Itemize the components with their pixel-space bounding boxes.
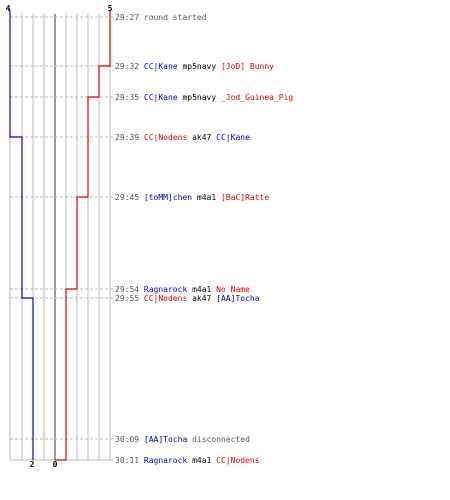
victim-name: No Name	[216, 285, 250, 294]
victim-name: [BaC]Ratte	[221, 193, 269, 202]
event-log: 29:27 round started 29:32 CC|Kane mp5navy…	[115, 13, 293, 465]
red-team-alive-line	[55, 10, 111, 461]
event-text: disconnected	[187, 435, 250, 444]
killer-name: Ragnarock	[144, 285, 188, 294]
victim-name: [JoD] Bunny	[221, 62, 274, 71]
weapon-name: m4a1	[187, 456, 216, 465]
event-time: 29:35	[115, 93, 144, 102]
weapon-name: ak47	[187, 294, 216, 303]
event-entry: 29:27 round started	[115, 13, 207, 22]
event-time: 29:54	[115, 285, 144, 294]
killer-name: Ragnarock	[144, 456, 188, 465]
killer-name: [toMM]chen	[144, 193, 192, 202]
event-time: 29:32	[115, 62, 144, 71]
killer-name: CC|Kane	[144, 93, 178, 102]
event-time: 29:39	[115, 133, 144, 142]
event-entry: 29:55 CC|Nodens ak47 [AA]Tocha	[115, 294, 260, 303]
event-entry: 30:11 Ragnarock m4a1 CC|Nodens	[115, 456, 260, 465]
victim-name: CC|Kane	[216, 133, 250, 142]
weapon-name: m4a1	[192, 193, 221, 202]
player-grid	[9, 14, 111, 461]
red-start-count: 5	[108, 4, 113, 13]
killer-name: CC|Nodens	[144, 294, 188, 303]
victim-name: [AA]Tocha	[216, 294, 260, 303]
event-time: 29:55	[115, 294, 144, 303]
event-entry: 30:09 [AA]Tocha disconnected	[115, 435, 250, 444]
red-end-count: 0	[53, 460, 58, 469]
victim-name: _Jod_Guinea_Pig	[221, 93, 293, 102]
killer-name: CC|Nodens	[144, 133, 188, 142]
event-guide-lines	[10, 16, 113, 461]
event-time: 29:27	[115, 13, 144, 22]
player-name: [AA]Tocha	[144, 435, 188, 444]
weapon-name: mp5navy	[178, 93, 221, 102]
event-entry: 29:35 CC|Kane mp5navy _Jod_Guinea_Pig	[115, 93, 293, 102]
weapon-name: mp5navy	[178, 62, 221, 71]
event-time: 30:11	[115, 456, 144, 465]
weapon-name: m4a1	[187, 285, 216, 294]
blue-team-alive-line	[9, 10, 34, 460]
event-time: 29:45	[115, 193, 144, 202]
killer-name: CC|Kane	[144, 62, 178, 71]
event-entry: 29:39 CC|Nodens ak47 CC|Kane	[115, 133, 250, 142]
event-entry: 29:45 [toMM]chen m4a1 [BaC]Ratte	[115, 193, 269, 202]
weapon-name: ak47	[187, 133, 216, 142]
event-entry: 29:32 CC|Kane mp5navy [JoD] Bunny	[115, 62, 274, 71]
event-entry: 29:54 Ragnarock m4a1 No Name	[115, 285, 250, 294]
event-text: round started	[144, 13, 207, 22]
victim-name: CC|Nodens	[216, 456, 260, 465]
blue-end-count: 2	[30, 460, 35, 469]
event-time: 30:09	[115, 435, 144, 444]
blue-start-count: 4	[6, 4, 11, 13]
